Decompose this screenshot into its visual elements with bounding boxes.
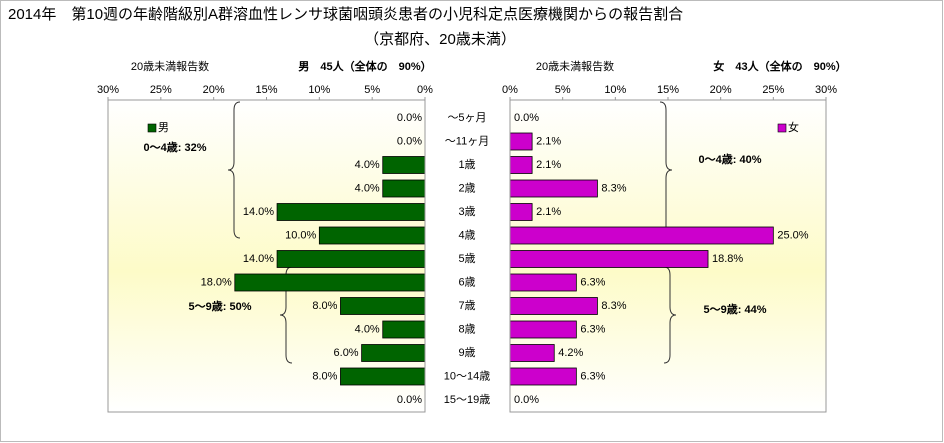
bar [276,203,426,221]
x-tick-label: 30% [815,84,837,96]
x-tick-label: 15% [657,84,679,96]
x-tick-label: 5% [555,84,571,96]
bar [509,344,555,362]
value-label: 2.1% [536,206,561,218]
chart-title: 2014年 第10週の年齢階級別A群溶血性レンサ球菌咽頭炎患者の小児科定点医療機… [8,5,683,23]
value-label: 14.0% [243,253,274,265]
bar [361,344,426,362]
bar [234,273,426,292]
bar [509,320,577,339]
bar [509,297,598,315]
panel-summary: 男 45人（全体の 90%） [298,59,431,73]
bar [276,250,426,268]
value-label: 6.0% [334,347,359,359]
value-label: 10.0% [285,229,316,241]
x-tick-label: 25% [150,84,172,96]
value-label: 0.0% [397,112,422,124]
bar [509,250,709,268]
category-label: 2歳 [458,181,475,194]
bar [318,226,426,245]
bar [509,179,598,198]
category-label: 9歳 [458,346,475,359]
value-label: 2.1% [536,159,561,171]
value-label: 18.0% [201,276,232,288]
bar [340,367,426,386]
bar [340,297,426,315]
value-label: 4.2% [558,347,583,359]
brace [663,266,677,364]
value-label: 8.0% [312,300,337,312]
legend-label: 女 [788,120,799,134]
panel-summary: 女 43人（全体の 90%） [713,59,846,73]
value-label: 6.3% [580,370,605,382]
value-label: 4.0% [355,182,380,194]
bar [509,203,533,221]
bar [509,273,577,292]
x-tick-label: 20% [203,84,225,96]
annotation: 0～4歳: 40% [699,152,762,166]
chart-subtitle: （京都府、20歳未満） [364,31,516,48]
x-tick-label: 10% [308,84,330,96]
value-label: 14.0% [243,206,274,218]
value-label: 0.0% [397,394,422,406]
category-label: 1歳 [458,158,475,171]
value-label: 8.0% [312,370,337,382]
brace [227,101,241,239]
value-label: 0.0% [514,112,539,124]
value-label: 0.0% [397,135,422,147]
category-label: 3歳 [458,205,475,218]
x-tick-label: 30% [97,84,119,96]
value-label: 4.0% [355,323,380,335]
x-tick-label: 0% [417,84,433,96]
category-label: 8歳 [458,322,475,335]
bar [509,156,533,174]
x-tick-label: 20% [710,84,732,96]
legend-swatch [777,123,787,133]
bar [382,179,426,198]
axis-label: 20歳未満報告数 [131,60,209,73]
brace [279,266,293,364]
category-label: ～5ヶ月 [447,112,486,124]
bar [509,132,533,151]
value-label: 8.3% [601,182,626,194]
legend-swatch [147,123,157,133]
x-tick-label: 5% [364,84,380,96]
category-label: 4歳 [458,228,475,241]
bar [382,320,426,339]
value-label: 4.0% [355,159,380,171]
x-tick-label: 0% [502,84,518,96]
bar [509,367,577,386]
annotation: 5～9歳: 44% [704,302,767,316]
bar [509,226,774,245]
x-tick-label: 25% [762,84,784,96]
bar [382,156,426,174]
annotation: 0～4歳: 32% [144,140,207,154]
value-label: 18.8% [712,253,743,265]
value-label: 6.3% [580,276,605,288]
value-label: 8.3% [601,300,626,312]
axis-label: 20歳未満報告数 [536,60,614,73]
x-tick-label: 10% [604,84,626,96]
value-label: 25.0% [777,229,808,241]
value-label: 2.1% [536,135,561,147]
value-label: 0.0% [514,394,539,406]
legend-label: 男 [158,122,169,134]
category-label: 10～14歳 [444,369,490,382]
category-label: ～11ヶ月 [445,135,489,147]
category-label: 15～19歳 [444,393,490,406]
value-label: 6.3% [580,323,605,335]
annotation: 5～9歳: 50% [189,299,252,313]
category-label: 6歳 [458,275,475,288]
category-label: 5歳 [458,252,475,265]
category-label: 7歳 [458,299,475,312]
x-tick-label: 15% [255,84,277,96]
